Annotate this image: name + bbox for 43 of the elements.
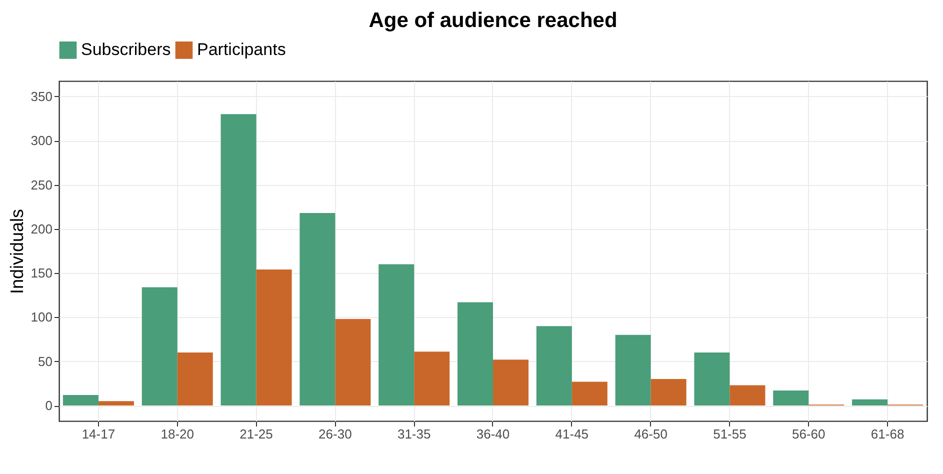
y-tick-label: 150 bbox=[30, 266, 52, 281]
bar bbox=[300, 213, 336, 406]
x-tick-label: 51-55 bbox=[713, 426, 746, 442]
bar bbox=[457, 302, 493, 406]
bar bbox=[220, 114, 256, 406]
bar bbox=[493, 360, 529, 406]
y-tick-label: 350 bbox=[30, 88, 52, 104]
bar bbox=[62, 394, 98, 406]
legend-label: Subscribers bbox=[81, 40, 171, 60]
bar bbox=[572, 382, 608, 406]
y-tick-label: 200 bbox=[30, 221, 52, 236]
x-tick-label: 31-35 bbox=[397, 426, 431, 442]
y-tick-label: 300 bbox=[30, 133, 52, 148]
bar bbox=[536, 326, 572, 406]
x-tick-label: 18-20 bbox=[160, 426, 194, 442]
bar bbox=[142, 287, 178, 406]
x-tick-label: 36-40 bbox=[476, 426, 510, 442]
bar bbox=[852, 399, 888, 406]
bar bbox=[378, 264, 414, 406]
x-tick-label: 46-50 bbox=[634, 426, 668, 442]
bar bbox=[773, 390, 809, 406]
y-axis-title: Individuals bbox=[6, 208, 27, 294]
bar bbox=[335, 319, 371, 406]
bar bbox=[414, 352, 450, 406]
x-tick-label: 14-17 bbox=[82, 426, 116, 442]
x-tick-label: 21-25 bbox=[240, 426, 273, 442]
bar bbox=[730, 385, 766, 406]
bar bbox=[98, 401, 134, 406]
x-tick-label: 26-30 bbox=[318, 426, 352, 442]
bar bbox=[650, 379, 686, 406]
x-tick-label: 56-60 bbox=[792, 426, 826, 442]
y-tick-label: 250 bbox=[30, 177, 52, 192]
bar bbox=[256, 270, 292, 406]
bar bbox=[694, 352, 730, 406]
y-tick-label: 100 bbox=[30, 310, 52, 325]
bar bbox=[615, 334, 651, 406]
y-tick-label: 0 bbox=[45, 398, 52, 414]
legend-label: Participants bbox=[197, 40, 286, 60]
y-tick-label: 50 bbox=[38, 354, 52, 369]
bar bbox=[177, 352, 213, 406]
x-tick-label: 61-68 bbox=[870, 426, 904, 442]
x-tick-label: 41-45 bbox=[555, 426, 589, 442]
chart-title: Age of audience reached bbox=[368, 9, 618, 32]
